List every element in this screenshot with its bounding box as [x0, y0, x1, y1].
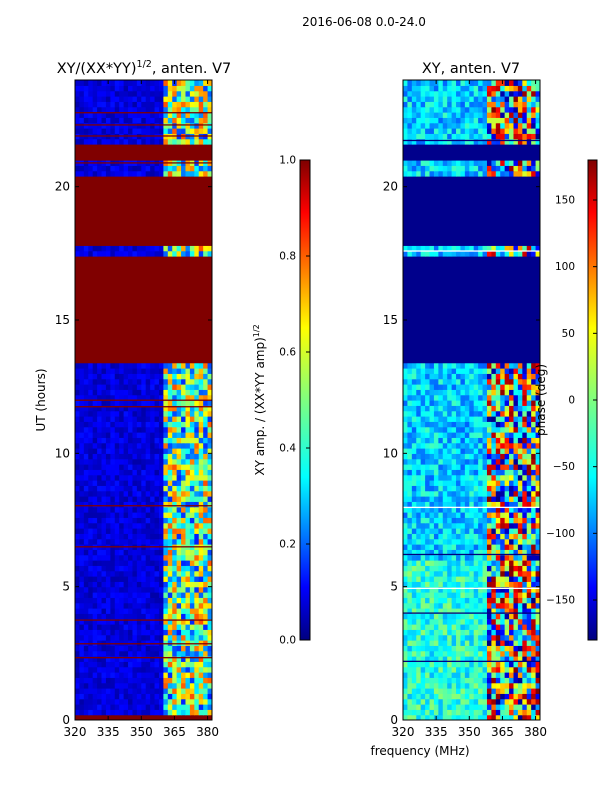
- colorbar1-label: XY amp. / (XX*YY amp)1/2: [252, 324, 267, 475]
- colorbar1-gradient: [300, 160, 310, 640]
- x-tick-label: 350: [130, 725, 153, 739]
- colorbar-tick-label: 150: [555, 195, 575, 207]
- colorbar-tick-label: 0: [568, 395, 575, 407]
- x-tick-label: 380: [196, 725, 219, 739]
- colorbar-tick-label: 0.8: [279, 251, 296, 263]
- y-tick-label: 10: [383, 446, 398, 460]
- x-tick-label: 365: [163, 725, 186, 739]
- colorbar-tick-label: −100: [546, 528, 575, 540]
- panel-phase: XY, anten. V7 320 335 350 365 380 0 5 10 15 20 fr…: [370, 61, 547, 758]
- colorbar-tick-label: −150: [546, 595, 575, 607]
- panel1-heatmap: [75, 80, 213, 721]
- panel2-heatmap: [403, 80, 541, 721]
- x-tick-label: 335: [425, 725, 448, 739]
- colorbar-tick-label: 100: [555, 261, 575, 273]
- colorbar-phase: −150 −100 −50 0 50 100 150 phase (deg): [534, 160, 597, 640]
- panel1-title: XY/(XX*YY)1/2, anten. V7: [57, 59, 232, 77]
- colorbar-tick-label: 50: [562, 328, 575, 340]
- colorbar-amplitude: 0.0 0.2 0.4 0.6 0.8 1.0 XY amp. / (XX*YY amp)…: [252, 155, 310, 647]
- colorbar2-label: phase (deg): [534, 364, 548, 436]
- y-tick-label: 15: [55, 313, 70, 327]
- panel-amplitude: XY/(XX*YY)1/2, anten. V7 320 335 350 365 380…: [34, 59, 231, 739]
- colorbar-tick-label: −50: [553, 461, 575, 473]
- x-tick-label: 380: [524, 725, 547, 739]
- y-tick-label: 0: [390, 713, 398, 727]
- y-tick-label: 20: [383, 180, 398, 194]
- colorbar-tick-label: 1.0: [279, 155, 296, 167]
- panel1-ylabel: UT (hours): [34, 368, 48, 431]
- y-tick-label: 15: [383, 313, 398, 327]
- x-tick-label: 335: [97, 725, 120, 739]
- colorbar-tick-label: 0.2: [279, 539, 296, 551]
- x-tick-label: 320: [64, 725, 87, 739]
- colorbar-tick-label: 0.4: [279, 443, 296, 455]
- panel2-xlabel: frequency (MHz): [370, 744, 469, 758]
- x-tick-label: 350: [458, 725, 481, 739]
- colorbar-tick-label: 0.0: [279, 635, 296, 647]
- y-tick-label: 10: [55, 446, 70, 460]
- y-tick-label: 20: [55, 180, 70, 194]
- y-tick-label: 0: [62, 713, 70, 727]
- y-tick-label: 5: [390, 580, 398, 594]
- colorbar-tick-label: 0.6: [279, 347, 296, 359]
- x-tick-label: 365: [491, 725, 514, 739]
- panel2-title: XY, anten. V7: [422, 61, 520, 77]
- x-tick-label: 320: [392, 725, 415, 739]
- figure-title: 2016-06-08 0.0-24.0: [302, 15, 426, 29]
- y-tick-label: 5: [62, 580, 70, 594]
